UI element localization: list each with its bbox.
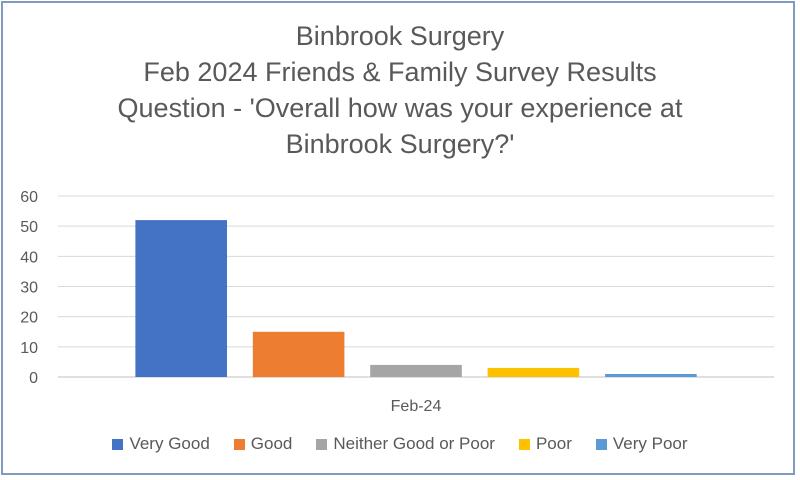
title-line-3: Question - 'Overall how was your experie… [117,93,683,123]
y-tick-label: 40 [20,249,38,266]
title-line-2: Feb 2024 Friends & Family Survey Results [143,57,657,87]
legend-swatch [233,438,245,450]
legend-swatch [316,438,328,450]
legend-label: Very Good [129,434,210,453]
x-axis-ticks: Feb-24 [391,398,442,415]
legend-swatch [595,438,607,450]
bar-poor [487,367,580,377]
chart-title: Binbrook Surgery Feb 2024 Friends & Fami… [0,18,800,162]
legend-item: Very Poor [595,434,688,454]
legend-swatch [112,438,124,450]
bar-very-good [135,220,227,377]
y-tick-label: 20 [20,310,38,327]
legend-label: Neither Good or Poor [333,434,495,453]
y-tick-label: 0 [29,370,38,387]
y-tick-label: 60 [20,189,38,206]
legend-label: Poor [535,434,572,453]
bar-good [252,331,345,378]
title-line-1: Binbrook Surgery [295,21,505,51]
y-axis-ticks: 0 10 20 30 40 50 60 [20,189,38,387]
legend-label: Good [250,434,293,453]
bar-neither-good-or-poor [370,364,462,377]
y-tick-label: 10 [20,340,38,357]
legend-label: Very Poor [612,434,688,453]
legend-item: Neither Good or Poor [316,434,495,454]
x-tick-label: Feb-24 [391,398,442,415]
title-line-4: Binbrook Surgery?' [285,129,515,159]
bar-very-poor [605,374,697,377]
y-tick-label: 50 [20,219,38,236]
legend-item: Poor [518,434,572,454]
y-tick-label: 30 [20,280,38,297]
legend: Very Good Good Neither Good or Poor Poor Ver… [0,434,800,454]
legend-item: Very Good [112,434,210,454]
bars [135,220,697,378]
legend-item: Good [233,434,293,454]
legend-swatch [518,438,530,450]
